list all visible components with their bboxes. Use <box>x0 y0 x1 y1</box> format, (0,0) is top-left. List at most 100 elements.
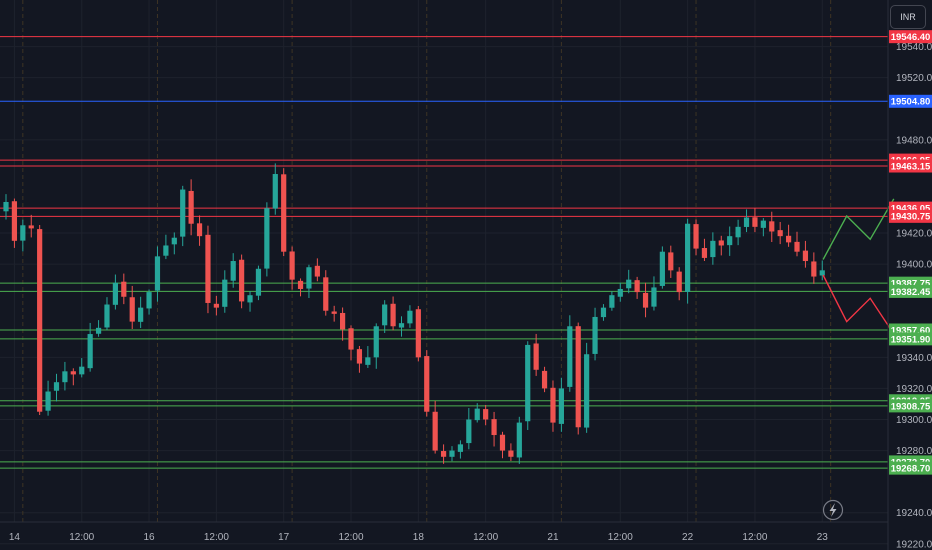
candle-body <box>710 240 716 258</box>
price-level-tag-bg <box>889 399 932 413</box>
candle <box>70 368 76 386</box>
price-level-tag-bg <box>889 30 932 44</box>
candle <box>255 265 262 301</box>
candle <box>499 431 506 459</box>
candle-body <box>567 326 573 387</box>
candle <box>62 361 68 391</box>
time-tick-label: 22 <box>682 532 694 543</box>
candle <box>20 219 26 252</box>
time-axis[interactable]: 14 12:00 16 12:00 17 12:00 18 12:00 21 12:00 22 12:… <box>0 521 888 543</box>
price-level-tag: 19430.75 <box>889 209 932 223</box>
candle <box>642 282 649 318</box>
candle-body <box>255 268 262 296</box>
candle <box>28 214 34 238</box>
candle-body <box>819 270 825 276</box>
time-tick-label: 23 <box>817 532 829 543</box>
candle-body <box>87 334 93 369</box>
candle <box>558 377 564 432</box>
candle-body <box>550 387 556 423</box>
time-tick-label: 18 <box>413 532 425 543</box>
candle <box>373 323 379 369</box>
candle-body <box>272 174 278 209</box>
price-tick-label: 19240.00 <box>896 508 932 519</box>
price-tick-label: 19340.00 <box>896 353 932 364</box>
candle-body <box>239 259 245 302</box>
candle-body <box>474 408 480 421</box>
candle <box>188 179 194 236</box>
price-level-tags: 19546.4019504.8019466.9519463.1519436.05… <box>889 30 932 475</box>
price-tick-label: 19420.00 <box>896 229 932 240</box>
candle-body <box>62 371 68 383</box>
candle-body <box>138 307 144 322</box>
candle <box>87 322 93 372</box>
lightning-icon[interactable] <box>822 499 844 521</box>
candle-body <box>121 281 127 297</box>
candle <box>735 219 741 246</box>
candle <box>802 240 809 268</box>
candle <box>407 305 413 328</box>
candle <box>584 342 590 433</box>
candle-body <box>617 288 623 297</box>
candle-body <box>584 354 590 428</box>
price-level-tag-text: 19357.60 <box>891 325 931 336</box>
candle <box>281 168 287 257</box>
price-axis[interactable]: 19220.00 19240.00 19280.00 19300.00 19320.00… <box>887 0 932 550</box>
candle <box>239 254 245 309</box>
candle <box>483 405 489 426</box>
candlestick-series <box>3 163 825 464</box>
currency-button[interactable]: INR <box>890 5 926 29</box>
price-tick-label: 19300.00 <box>896 415 932 426</box>
candle <box>600 304 607 321</box>
candle <box>163 234 169 260</box>
candle <box>693 219 699 256</box>
candle <box>3 194 9 220</box>
candle <box>306 264 312 299</box>
price-level-tag: 19546.40 <box>889 30 932 44</box>
candle <box>710 232 716 265</box>
candle <box>424 350 430 417</box>
candle <box>45 380 51 416</box>
candle <box>314 258 320 282</box>
candle-body <box>609 295 615 308</box>
price-level-tag-bg <box>889 159 932 173</box>
candle <box>769 211 775 243</box>
candle-body <box>558 388 564 424</box>
candle-body <box>785 235 792 243</box>
candle <box>340 307 346 341</box>
candle <box>382 300 388 333</box>
forecast-down-path <box>822 274 895 335</box>
candle-body <box>11 201 18 241</box>
candle <box>617 282 623 302</box>
candle <box>659 246 665 289</box>
price-level-tag-text: 19351.90 <box>891 334 931 345</box>
candle-body <box>20 225 26 241</box>
candle <box>541 366 548 393</box>
candle-body <box>457 444 464 452</box>
candle <box>390 296 396 331</box>
candle-body <box>297 280 304 289</box>
candle-body <box>45 391 51 411</box>
candle <box>575 322 581 435</box>
candle-body <box>701 248 708 258</box>
candle-body <box>390 303 396 327</box>
candle <box>626 269 632 294</box>
candle <box>146 289 152 315</box>
candle <box>432 400 438 454</box>
forecast-paths <box>822 198 895 335</box>
candle-body <box>205 234 211 303</box>
candle <box>112 274 118 310</box>
candle <box>440 444 447 464</box>
candle <box>138 296 144 329</box>
candle-body <box>600 307 607 318</box>
candle <box>634 276 640 299</box>
candle-body <box>693 224 699 249</box>
candle-body <box>213 303 219 308</box>
candle-body <box>668 252 674 271</box>
candle-body <box>449 450 455 457</box>
candle-body <box>398 323 405 328</box>
candle <box>609 291 615 311</box>
grid-lines <box>0 0 888 545</box>
candle-body <box>188 190 194 224</box>
candle-body <box>407 310 413 324</box>
